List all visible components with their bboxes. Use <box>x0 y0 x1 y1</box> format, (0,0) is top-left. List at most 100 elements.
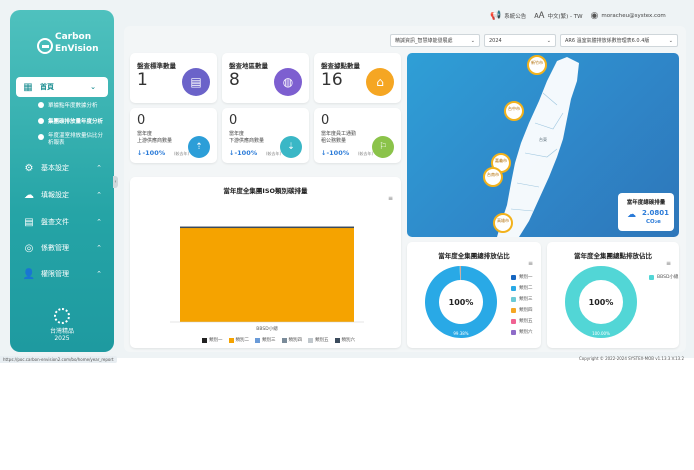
chart-menu-icon[interactable]: ≡ <box>387 195 393 202</box>
site-emission-ratio-card: 當年度全集團總點排放佔比 ≡ 100% 100.00% BBSD小總 <box>547 242 679 348</box>
legend-label: 類別一 <box>209 338 223 343</box>
total-emission-card: 當年度總碳排量 ☁ 2.0801 CO₂e <box>618 193 674 231</box>
iso-bar-chart: BBSD小總 <box>170 226 364 332</box>
map-pin[interactable]: 新竹市 <box>527 55 547 75</box>
legend-item[interactable]: 類別二 <box>228 337 249 343</box>
announcement-button[interactable]: 📢 系統公告 <box>490 11 526 21</box>
donut-legend: 類別一類別二類別三類別四類別五類別六 <box>511 274 533 340</box>
award-medal-icon <box>54 308 70 324</box>
sidebar-item-report-settings[interactable]: ☁ 填報設定 ⌃ <box>10 185 114 205</box>
legend-swatch <box>511 329 516 335</box>
megaphone-icon: 📢 <box>490 11 502 21</box>
globe-icon: ◎ <box>24 242 34 254</box>
upstream-icon: ⇡ <box>188 136 210 158</box>
sidebar-collapse-handle[interactable]: ‹ <box>113 176 118 188</box>
chart-menu-icon[interactable]: ≡ <box>665 260 671 267</box>
legend-label: 類別三 <box>262 338 276 343</box>
company-select-value: 精誠資訊_智慧綠能發展處 <box>395 38 453 44</box>
carbon-logo-icon <box>37 38 53 54</box>
legend-swatch <box>255 337 260 343</box>
subitem-label: 集團碳排放量年度分析 <box>48 119 104 125</box>
legend-item[interactable]: 類別一 <box>202 337 223 343</box>
legend-item[interactable]: 類別三 <box>511 296 533 302</box>
donut-center-label: 100% <box>449 298 474 307</box>
bar-chart-legend: 類別一 類別二 類別三 類別四 類別五 類別六 <box>202 337 355 343</box>
kpi-change: ↓-100% <box>229 149 258 157</box>
chart-title: 當年度全集團ISO類別碳排量 <box>223 187 308 195</box>
kpi-value: 0 <box>321 113 330 128</box>
company-select[interactable]: 精誠資訊_智慧綠能發展處 ⌄ <box>390 34 480 47</box>
sidebar-item-label: 填報設定 <box>41 191 69 199</box>
pie-chart-icon <box>38 102 44 108</box>
sidebar-subitem-group-analysis[interactable]: 集團碳排放量年度分析 <box>38 117 103 125</box>
legend-label: BBSD小總 <box>657 275 679 280</box>
user-menu[interactable]: ◉ moracheu@systex.com <box>591 11 666 21</box>
sidebar-subitem-site-analysis[interactable]: 單據點年度數據分析 <box>38 101 98 109</box>
brand-name-line2: EnVision <box>55 44 99 54</box>
standard-select[interactable]: AR6 溫室氣體排放係數管理表6.0.4版 ⌄ <box>560 34 678 47</box>
user-gear-icon: 👤 <box>22 268 36 280</box>
year-select[interactable]: 2024 ⌄ <box>484 34 556 47</box>
sidebar-item-factor-management[interactable]: ◎ 係數管理 ⌃ <box>10 238 114 258</box>
sidebar-item-basic-settings[interactable]: ⚙ 基本設定 ⌃ <box>10 158 114 178</box>
kpi-label: 盤查據點數量 <box>321 62 360 70</box>
app-window: Carbon EnVision ▦ 首頁 ⌄ 單據點年度數據分析 集團碳排放量年… <box>0 0 694 358</box>
kpi-change: ↓-100% <box>137 149 166 157</box>
language-label: 中文(繁) - TW <box>547 14 583 20</box>
donut-slice <box>425 266 497 338</box>
legend-item[interactable]: 類別六 <box>334 337 355 343</box>
legend-swatch <box>511 285 516 291</box>
kpi-value: 0 <box>137 113 146 128</box>
book-icon: ▤ <box>24 216 34 228</box>
language-selector[interactable]: 🗚 中文(繁) - TW <box>534 11 582 21</box>
sidebar: Carbon EnVision ▦ 首頁 ⌄ 單據點年度數據分析 集團碳排放量年… <box>10 10 114 352</box>
brand-logo: Carbon EnVision <box>37 30 107 64</box>
legend-item[interactable]: BBSD小總 <box>649 274 678 280</box>
award-line2: 2025 <box>54 335 70 342</box>
kpi-value: 0 <box>229 113 238 128</box>
sidebar-item-label: 首頁 <box>40 83 54 91</box>
legend-item[interactable]: 類別一 <box>511 274 533 280</box>
map-pin[interactable]: 高雄市 <box>493 213 513 233</box>
map-canvas <box>497 57 579 237</box>
legend-item[interactable]: 類別二 <box>511 285 533 291</box>
legend-item[interactable]: 類別四 <box>281 337 302 343</box>
legend-item[interactable]: 類別五 <box>308 337 329 343</box>
legend-item[interactable]: 類別六 <box>511 329 533 335</box>
legend-item[interactable]: 類別三 <box>255 337 276 343</box>
copyright-text: Copyright © 2022-2024 SYSTEX-MOB v1.13.3… <box>578 356 684 361</box>
kpi-value: 1 <box>137 70 148 90</box>
sidebar-item-inventory-docs[interactable]: ▤ 盤查文件 ⌃ <box>10 212 114 232</box>
co2-cloud-icon: ☁ <box>627 210 636 220</box>
sidebar-item-home[interactable]: ▦ 首頁 ⌄ <box>16 77 108 97</box>
legend-label: 類別五 <box>315 338 329 343</box>
legend-swatch <box>511 307 516 313</box>
map-pin-label: 嘉義市 <box>495 158 507 163</box>
status-url: https://poc.carbon-envision2.com/bo/home… <box>0 356 117 363</box>
chevron-up-icon: ⌃ <box>96 191 102 199</box>
kpi-label-line2: 下游供應商數量 <box>229 138 265 144</box>
legend-label: 類別二 <box>519 286 533 291</box>
kpi-value: 8 <box>229 70 240 90</box>
brand-name-line1: Carbon <box>55 32 92 42</box>
downstream-icon: ⇣ <box>280 136 302 158</box>
donut-slice-label: 99.38% <box>453 331 468 336</box>
chart-menu-icon[interactable]: ≡ <box>527 260 533 267</box>
sidebar-subitem-ratio-report[interactable]: 年度溫室排放量佔比分析報表 <box>38 133 108 147</box>
map-pin-label: 新竹市 <box>531 60 543 65</box>
sidebar-item-label: 盤查文件 <box>41 218 69 226</box>
map-pin-label: 高雄市 <box>497 218 509 223</box>
legend-swatch <box>649 274 654 280</box>
subitem-label: 年度溫室排放量佔比分析報表 <box>48 133 104 146</box>
kpi-card-regions: 盤查地區數量 8 ◍ <box>222 53 309 103</box>
legend-item[interactable]: 類別五 <box>511 318 533 324</box>
sidebar-item-permission-management[interactable]: 👤 權限管理 ⌃ <box>10 264 114 284</box>
map-pin[interactable]: 台中市 <box>504 101 524 121</box>
chevron-up-icon: ⌃ <box>96 270 102 278</box>
taiwan-island-shape <box>497 57 579 237</box>
legend-swatch <box>228 337 234 343</box>
globe-icon: ◍ <box>274 68 302 96</box>
map-pin[interactable]: 台南市 <box>483 167 503 187</box>
legend-item[interactable]: 類別四 <box>511 307 533 313</box>
taiwan-map[interactable]: 新竹市 台中市 嘉義市 台南市 高雄市 台東 當年度總碳排量 ☁ 2.0801 … <box>407 53 679 237</box>
